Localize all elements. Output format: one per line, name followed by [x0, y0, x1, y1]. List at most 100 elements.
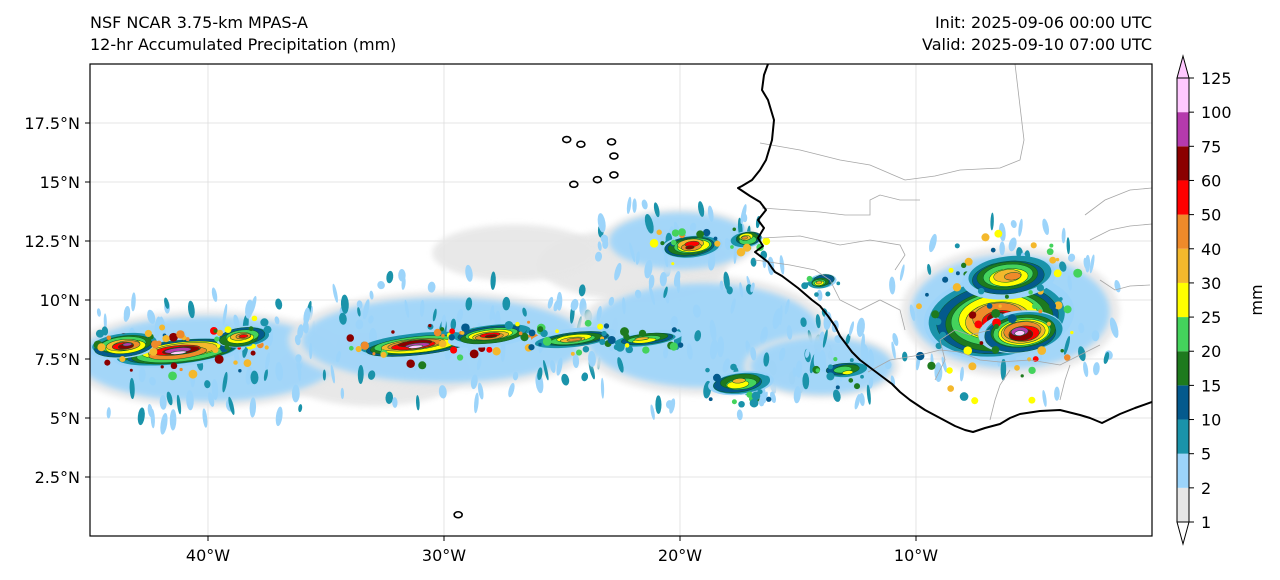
precip-band [1004, 272, 1022, 281]
precip-cell [971, 397, 979, 405]
precip-cell [853, 383, 861, 390]
precip-streak [1010, 220, 1017, 229]
precip-cell [981, 233, 990, 242]
precip-cell [961, 262, 967, 268]
map-title: NSF NCAR 3.75-km MPAS-A 12-hr Accumulate… [90, 12, 396, 56]
init-time: Init: 2025-09-06 00:00 UTC [934, 13, 1152, 32]
precip-cell [952, 283, 962, 292]
precip-streak [848, 321, 855, 336]
precip-streak [369, 327, 378, 345]
precip-band [566, 337, 583, 342]
field-title: 12-hr Accumulated Precipitation (mm) [90, 35, 397, 54]
precip-streak [724, 238, 731, 251]
precip-cell [144, 329, 152, 338]
precip-streak [868, 377, 874, 389]
precip-streak [297, 362, 302, 382]
colorbar-label: 5 [1201, 445, 1211, 464]
colorbar-label: 10 [1201, 411, 1221, 430]
precip-streak [274, 316, 280, 325]
colorbar-segment [1177, 453, 1189, 488]
precip-streak [149, 376, 156, 386]
precip-cell [836, 281, 841, 286]
precip-cell [104, 359, 111, 366]
precip-cell [730, 363, 737, 371]
precip-cell [243, 359, 252, 367]
precip-streak [717, 336, 725, 358]
precip-streak [740, 204, 747, 224]
precip-streak [298, 404, 303, 413]
precip-band [170, 350, 187, 355]
precip-streak [723, 271, 730, 291]
precip-cell [170, 362, 178, 370]
lat-tick-label: 2.5°N [35, 468, 80, 487]
precip-cell [439, 327, 445, 332]
precip-cell [224, 345, 230, 350]
precip-streak [297, 324, 304, 339]
precip-streak [694, 330, 702, 342]
precip-streak [1059, 261, 1067, 272]
precip-cell [179, 367, 183, 372]
precip-streak [356, 300, 363, 309]
precip-cell [1014, 365, 1020, 371]
precip-cell [927, 361, 936, 370]
precip-cell [149, 348, 158, 356]
precip-streak [1063, 335, 1071, 355]
precip-streak [368, 315, 374, 324]
precip-streak [160, 412, 168, 435]
precip-cell [188, 369, 198, 379]
precip-cell [963, 346, 973, 355]
precip-streak [763, 352, 770, 367]
precip-streak [653, 202, 660, 218]
precip-streak [332, 283, 338, 303]
precip-cell [582, 345, 590, 353]
precip-streak [419, 300, 425, 317]
precip-cell [671, 262, 675, 266]
colorbar-label: 20 [1201, 342, 1221, 361]
precip-streak [902, 351, 908, 362]
precip-cell [835, 385, 840, 390]
precip-streak [629, 242, 636, 263]
precip-streak [860, 333, 865, 356]
precip-streak [302, 320, 309, 334]
colorbar-segment [1177, 214, 1189, 249]
precip-streak [477, 382, 484, 400]
precip-streak [500, 340, 506, 362]
colorbar-extend-min [1176, 521, 1190, 546]
precip-streak [665, 400, 674, 409]
precip-cell [624, 343, 630, 348]
colorbar-segment [1177, 112, 1189, 147]
precip-streak [176, 394, 182, 415]
precip-cell [95, 329, 105, 338]
precip-band [685, 245, 695, 250]
precip-cell [991, 308, 1001, 318]
precip-streak [868, 349, 875, 367]
precip-streak [750, 282, 755, 293]
country-borders [754, 64, 1152, 421]
precip-streak [233, 314, 240, 330]
precip-cell [570, 351, 575, 356]
precip-streak [719, 280, 724, 291]
precip-cell [638, 329, 647, 337]
precip-streak [856, 317, 865, 337]
precip-cell [538, 342, 542, 347]
precip-streak [169, 409, 177, 431]
precip-cell [129, 368, 133, 372]
precip-cell [848, 378, 854, 383]
precip-streak [357, 364, 364, 384]
precip-streak [650, 404, 655, 420]
precip-cell [964, 257, 973, 266]
precip-cell [1020, 374, 1024, 378]
precip-cell [669, 342, 678, 351]
precip-streak [309, 342, 313, 360]
precip-streak [245, 299, 254, 319]
precip-cell [649, 238, 659, 248]
precip-cell [833, 357, 838, 362]
precip-streak [819, 350, 827, 372]
precip-band [1014, 330, 1026, 337]
precip-streak [427, 281, 436, 293]
precip-streak [147, 403, 153, 418]
precip-cell [994, 229, 1003, 238]
precip-cell [216, 329, 224, 337]
precip-streak [75, 386, 83, 399]
precip-streak [456, 308, 464, 323]
